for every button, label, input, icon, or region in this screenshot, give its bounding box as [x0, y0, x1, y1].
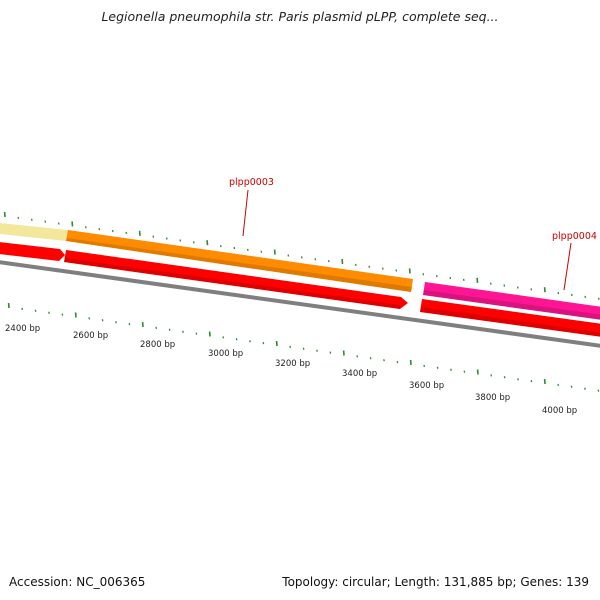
gene-feature-plpp0004-shade — [423, 290, 600, 320]
gene-feature-pale[interactable] — [0, 222, 68, 241]
map-title: Legionella pneumophila str. Paris plasmi… — [101, 9, 499, 24]
cds-arrow-2-shade — [64, 258, 400, 309]
gene-feature-plpp0003-shade — [66, 238, 412, 292]
gene-label-plpp0003[interactable]: plpp0003 — [229, 177, 274, 188]
cds-arrow-2[interactable] — [64, 250, 408, 309]
cds-arrow-3-shade — [420, 307, 600, 337]
ruler-label-3400: 3400 bp — [342, 369, 377, 379]
ruler-label-3600: 3600 bp — [409, 381, 444, 391]
ruler-label-3800: 3800 bp — [475, 393, 510, 403]
gene-label-plpp0004[interactable]: plpp0004 — [552, 231, 597, 242]
inner-tick-track — [7, 302, 600, 392]
gene-label-leader-plpp0004 — [563, 242, 572, 291]
ruler-label-4000: 4000 bp — [542, 406, 577, 416]
ruler-label-2400: 2400 bp — [5, 324, 40, 334]
gene-label-leader-plpp0003 — [242, 189, 249, 237]
outer-tick-track — [3, 211, 600, 300]
plasmid-backbone — [0, 260, 600, 348]
ruler-label-2600: 2600 bp — [73, 331, 108, 341]
cds-arrow-1[interactable] — [0, 241, 65, 261]
cds-arrow-3[interactable] — [420, 299, 600, 338]
accession-text: Accession: NC_006365 — [9, 575, 146, 589]
ruler-labels: 2400 bp 2600 bp 2800 bp 3000 bp 3200 bp … — [5, 324, 577, 416]
ruler-label-3000: 3000 bp — [208, 349, 243, 359]
topology-summary: Topology: circular; Length: 131,885 bp; … — [282, 575, 589, 589]
ruler-label-3200: 3200 bp — [275, 359, 310, 369]
ruler-label-2800: 2800 bp — [140, 340, 175, 350]
